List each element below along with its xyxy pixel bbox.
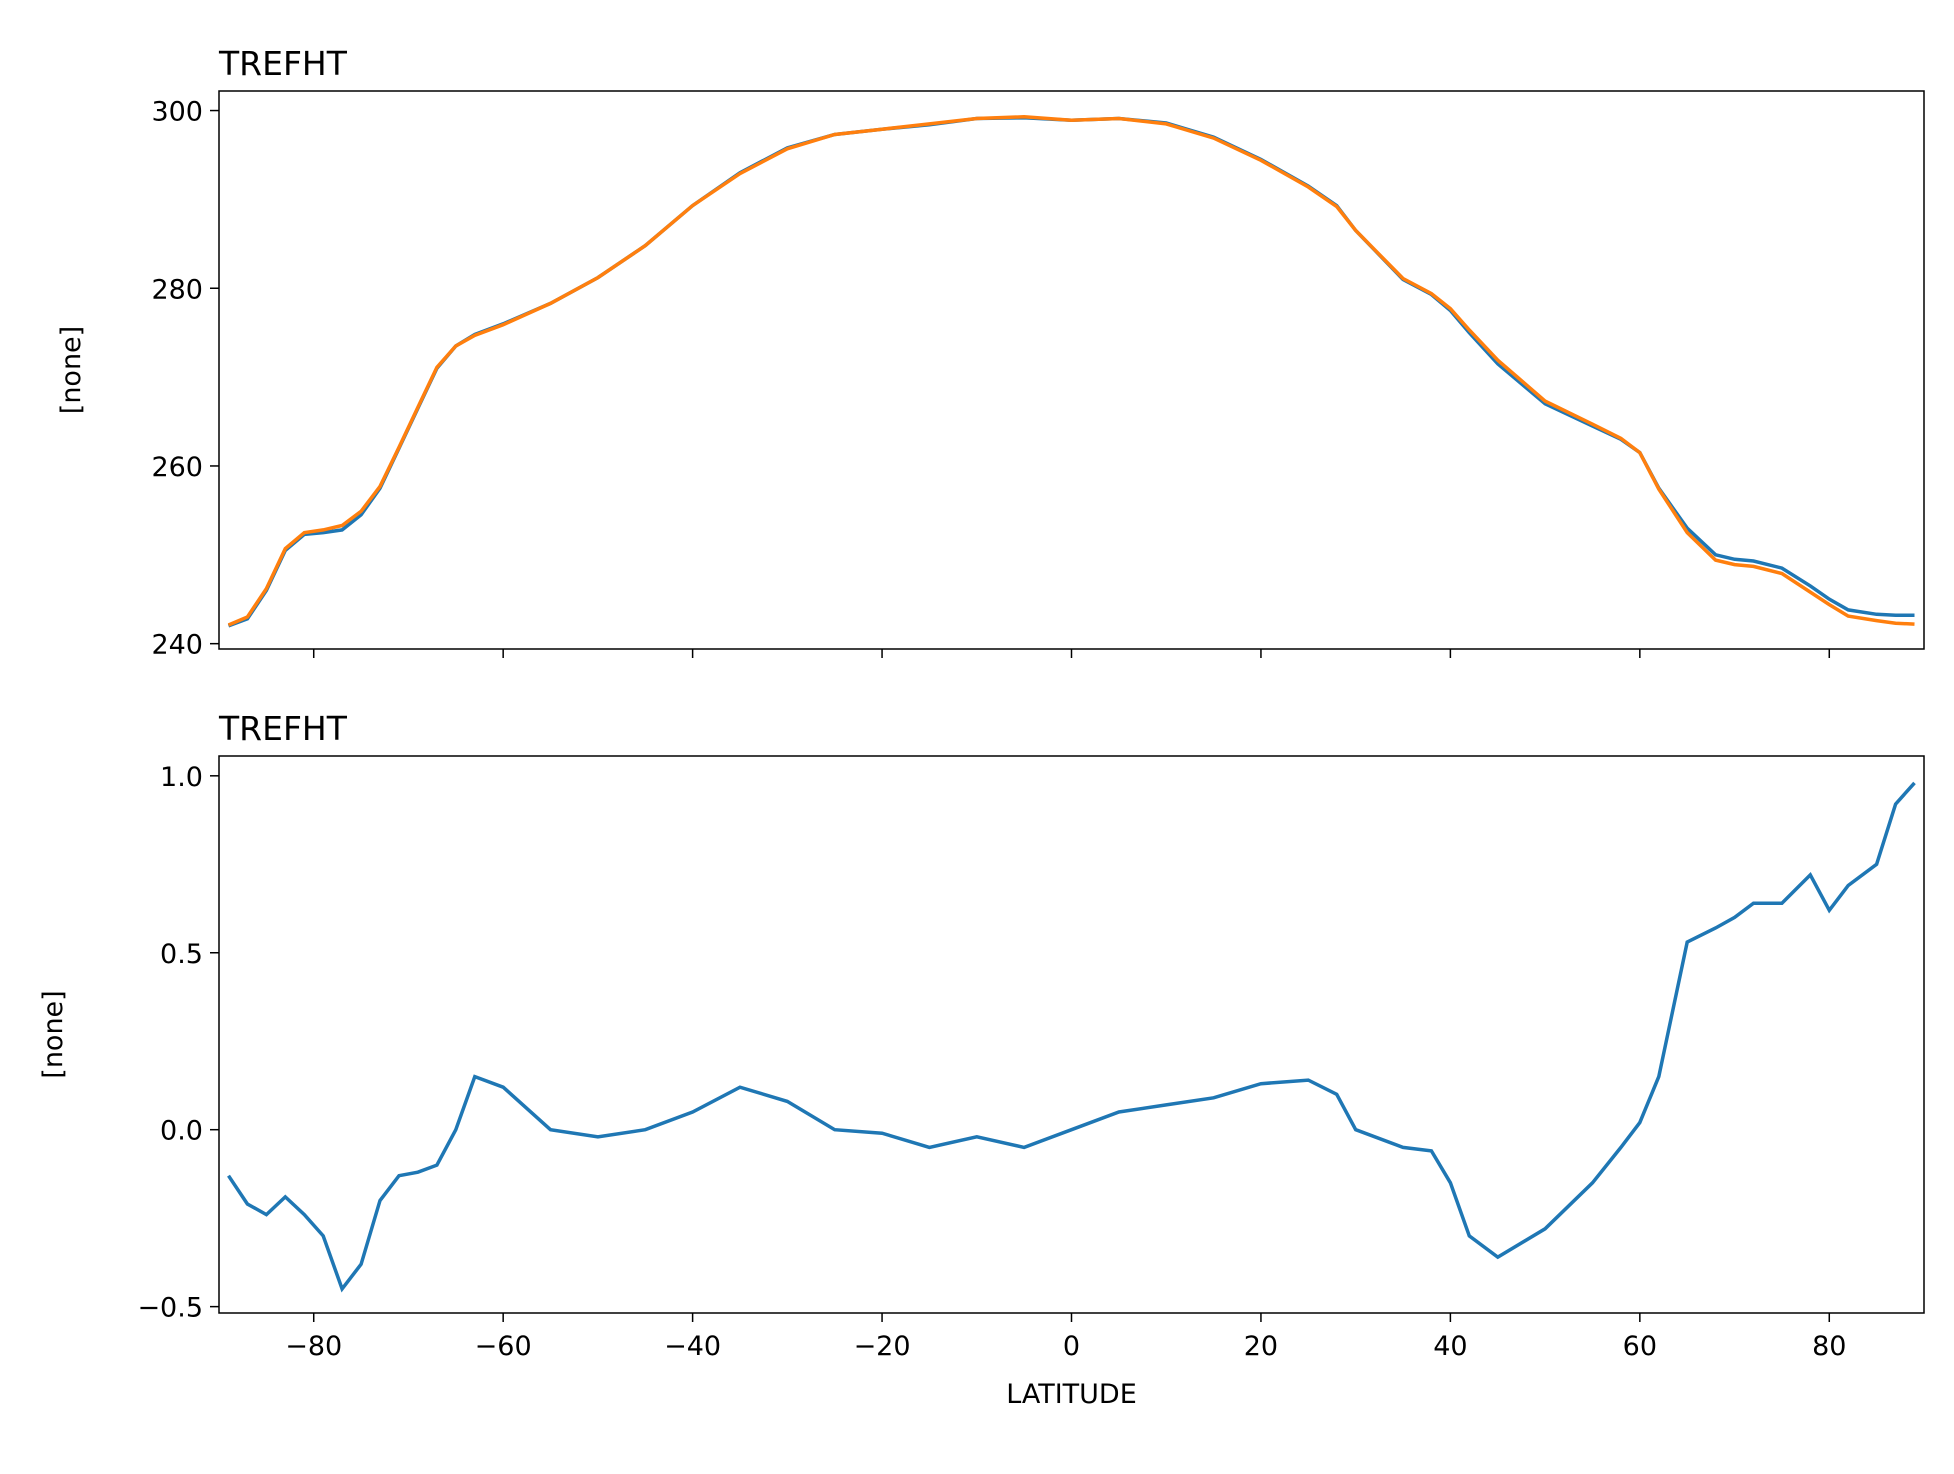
y-tick-label: 0.5 [160,939,203,970]
axes-frame [218,90,1925,650]
x-tick-label: 80 [1812,1331,1846,1362]
chart-title: TREFHT [218,44,348,83]
y-tick-label: 280 [151,274,203,305]
axes-frame [218,755,1925,1314]
x-tick-label: 60 [1623,1331,1657,1362]
y-tick-label: 300 [151,97,203,128]
y-tick-label: 260 [151,452,203,483]
y-tick-label: 0.0 [160,1116,203,1147]
x-tick-label: 0 [1063,1331,1080,1362]
y-tick-label: −0.5 [137,1293,203,1324]
x-tick-label: −20 [854,1331,911,1362]
x-tick-label: −80 [285,1331,342,1362]
x-tick-label: 40 [1433,1331,1467,1362]
line-series [227,781,1916,1293]
chart-title: TREFHT [218,709,348,748]
x-tick-label: 20 [1244,1331,1278,1362]
x-axis-label: LATITUDE [1006,1379,1137,1410]
line-series [227,115,1915,627]
x-tick-label: −40 [664,1331,721,1362]
y-tick-label: 1.0 [160,762,203,793]
y-axis-label: [none] [38,990,69,1078]
x-tick-label: −60 [475,1331,532,1362]
y-axis-label: [none] [56,326,87,414]
y-tick-label: 240 [151,630,203,661]
line-series [227,115,1915,628]
